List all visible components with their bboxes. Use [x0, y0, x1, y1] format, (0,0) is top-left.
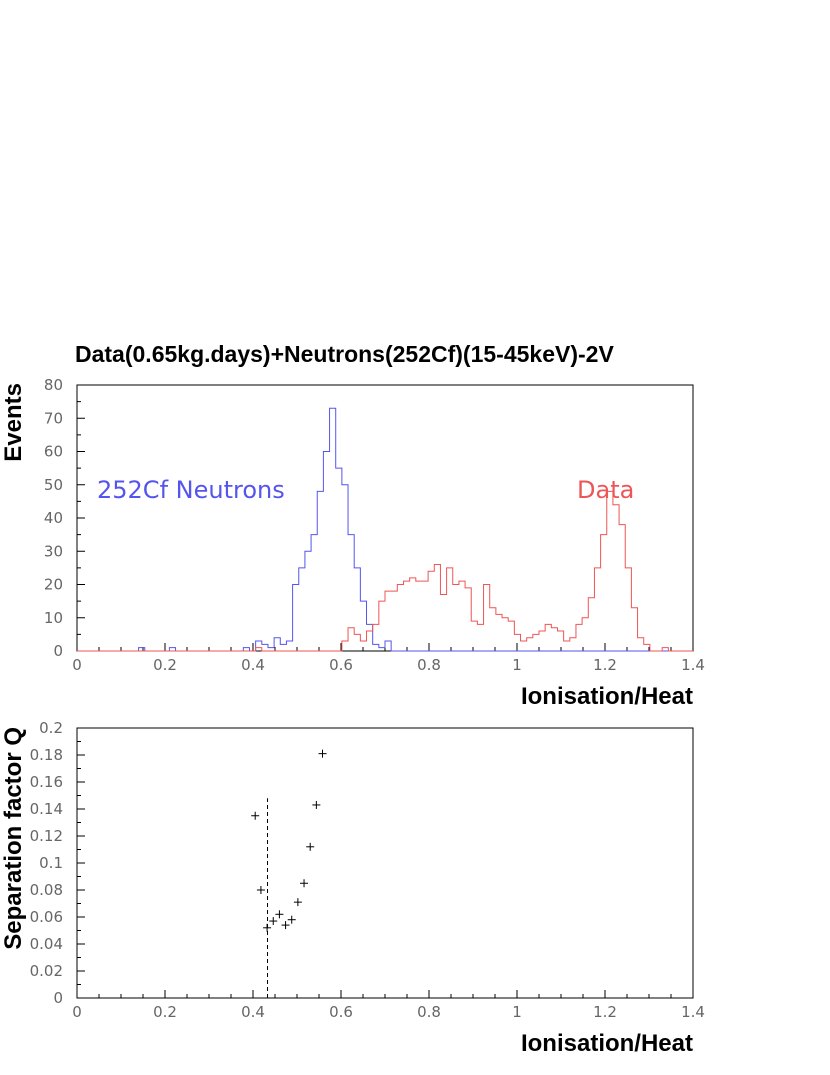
scatter-y-tick-label: 0.16 — [30, 773, 63, 791]
chart-title: Data(0.65kg.days)+Neutrons(252Cf)(15-45k… — [75, 341, 614, 367]
scatter-point-marker — [312, 800, 321, 809]
neutrons-annotation: 252Cf Neutrons — [97, 476, 285, 504]
histogram-series — [77, 407, 693, 652]
histogram-y-tick-label: 20 — [44, 576, 63, 594]
histogram-y-axis-label: Events — [0, 383, 27, 462]
histogram-y-tick-label: 50 — [44, 476, 63, 494]
histogram-x-axis-label: Ionisation/Heat — [521, 683, 693, 710]
histogram-x-tick-label: 0.8 — [417, 656, 441, 674]
histogram-x-tick-label: 0.2 — [153, 656, 177, 674]
histogram-x-tick-label: 1 — [512, 656, 522, 674]
scatter-point-marker — [275, 910, 284, 919]
scatter-y-tick-label: 0.06 — [30, 908, 63, 926]
scatter-point-marker — [293, 898, 302, 907]
histogram-y-tick-label: 70 — [44, 409, 63, 427]
scatter-point-marker — [269, 917, 278, 926]
scatter-y-axis-label: Separation factor Q — [0, 727, 27, 950]
scatter-x-ticks: 0 0.2 0.4 0.6 0.8 1 1.2 1.4 — [72, 990, 705, 1021]
scatter-y-tick-label: 0.1 — [39, 854, 63, 872]
scatter-point-marker — [251, 811, 260, 820]
histogram-x-ticks: 0 0.2 0.4 0.6 0.8 1 1.2 1.4 — [72, 643, 705, 674]
scatter-x-tick-label: 1.2 — [593, 1003, 617, 1021]
scatter-panel: 0 0.2 0.4 0.6 0.8 1 1.2 1.4 0 0.02 0.04 0.06 0.08 0.… — [0, 719, 705, 1057]
scatter-x-tick-label: 0.8 — [417, 1003, 441, 1021]
scatter-y-tick-label: 0.2 — [39, 719, 63, 737]
scatter-y-tick-label: 0.14 — [30, 800, 63, 818]
histogram-y-tick-label: 60 — [44, 443, 63, 461]
data-annotation: Data — [577, 476, 634, 504]
histogram-y-tick-label: 80 — [44, 376, 63, 394]
scatter-y-tick-label: 0.08 — [30, 881, 63, 899]
scatter-points — [251, 749, 327, 932]
scatter-point-marker — [263, 923, 272, 932]
histogram-line-252cf-neutrons — [77, 407, 693, 652]
histogram-y-tick-label: 10 — [44, 609, 63, 627]
histogram-panel: 0 0.2 0.4 0.6 0.8 1 1.2 1.4 0 10 20 30 40 50 60 70 80 2… — [0, 376, 705, 710]
scatter-x-tick-label: 1.4 — [681, 1003, 705, 1021]
histogram-x-tick-label: 1.2 — [593, 656, 617, 674]
scatter-x-tick-label: 1 — [512, 1003, 522, 1021]
histogram-x-tick-label: 1.4 — [681, 656, 705, 674]
scatter-x-tick-label: 0.4 — [241, 1003, 265, 1021]
scatter-point-marker — [306, 842, 315, 851]
histogram-x-tick-label: 0 — [72, 656, 82, 674]
histogram-y-tick-label: 0 — [53, 642, 63, 660]
scatter-y-tick-label: 0.12 — [30, 827, 63, 845]
scatter-point-marker — [256, 886, 265, 894]
scatter-x-tick-label: 0.2 — [153, 1003, 177, 1021]
scatter-x-tick-label: 0 — [72, 1003, 82, 1021]
scatter-y-tick-label: 0.04 — [30, 935, 63, 953]
histogram-x-tick-label: 0.6 — [329, 656, 353, 674]
histogram-y-tick-label: 40 — [44, 509, 63, 527]
histogram-y-ticks: 0 10 20 30 40 50 60 70 80 — [44, 376, 85, 660]
scatter-y-tick-label: 0.02 — [30, 962, 63, 980]
histogram-frame — [76, 384, 694, 652]
scatter-y-tick-label: 0.18 — [30, 746, 63, 764]
histogram-x-tick-label: 0.4 — [241, 656, 265, 674]
histogram-y-tick-label: 30 — [44, 542, 63, 560]
scatter-y-tick-label: 0 — [53, 989, 63, 1007]
scatter-point-marker — [287, 915, 296, 924]
scatter-x-tick-label: 0.6 — [329, 1003, 353, 1021]
scatter-point-marker — [281, 921, 290, 930]
histogram-line-data — [77, 490, 693, 652]
scatter-point-marker — [318, 749, 327, 758]
scatter-frame — [76, 727, 694, 999]
scatter-x-axis-label: Ionisation/Heat — [521, 1030, 693, 1057]
scatter-y-ticks: 0 0.02 0.04 0.06 0.08 0.1 0.12 0.14 0.16 0.18 0.2 — [30, 719, 85, 1007]
scatter-point-marker — [300, 879, 309, 888]
